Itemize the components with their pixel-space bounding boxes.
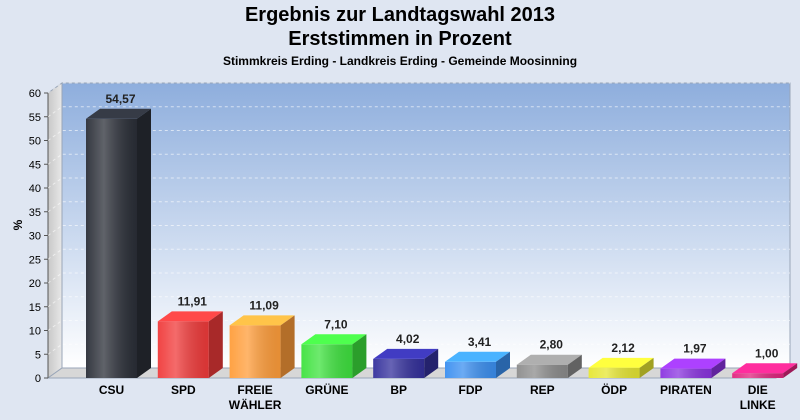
y-tick-label: 10: [29, 326, 41, 338]
chart-subtitle: Erststimmen in Prozent: [288, 28, 512, 50]
value-label: 2,80: [540, 338, 564, 352]
y-tick-label: 40: [29, 183, 41, 195]
y-axis-label: %: [11, 219, 25, 230]
bar: [86, 108, 151, 378]
bar-top: [229, 315, 295, 326]
bar-top: [445, 351, 510, 362]
category-label: PIRATEN: [660, 383, 712, 397]
bar-highlight: [445, 361, 496, 378]
bar: [373, 348, 439, 378]
value-label: 7,10: [324, 317, 348, 331]
y-tick-label: 60: [29, 88, 41, 100]
bar-top: [86, 108, 151, 119]
bar-top: [660, 358, 726, 369]
y-tick-label: 0: [35, 373, 41, 385]
bar-side: [711, 358, 726, 378]
bar-highlight: [157, 321, 209, 378]
value-label: 2,12: [611, 341, 635, 355]
category-label: FDP: [459, 383, 483, 397]
bar-highlight: [516, 364, 568, 378]
y-tick-label: 15: [29, 302, 41, 314]
bar-top: [373, 348, 439, 359]
bar-highlight: [588, 367, 640, 378]
value-label: 54,57: [105, 92, 135, 106]
bar-highlight: [301, 344, 353, 378]
bar: [516, 354, 582, 378]
bar: [445, 351, 510, 378]
value-label: 3,41: [468, 335, 492, 349]
y-tick-label: 35: [29, 207, 41, 219]
bar-side: [352, 334, 367, 378]
value-label: 11,09: [249, 298, 279, 312]
value-label: 1,00: [755, 346, 779, 360]
bar: [301, 334, 367, 378]
category-label: DIE LINKE: [740, 383, 776, 412]
bar-side: [567, 354, 582, 378]
y-tick-label: 25: [29, 254, 41, 266]
value-label: 1,97: [683, 342, 707, 356]
value-label: 4,02: [396, 332, 420, 346]
bar-top: [516, 354, 582, 365]
bar-highlight: [86, 118, 137, 378]
y-tick-label: 20: [29, 278, 41, 290]
category-label: BP: [390, 383, 407, 397]
bar-highlight: [732, 373, 784, 378]
bar-top: [588, 357, 654, 368]
category-label: FREIE WÄHLER: [229, 383, 282, 412]
y-tick-label: 30: [29, 231, 41, 243]
bar-highlight: [660, 368, 712, 378]
bar-top: [157, 311, 223, 322]
y-tick-label: 50: [29, 136, 41, 148]
bar: [157, 311, 223, 378]
chart-region-label: Stimmkreis Erding - Landkreis Erding - G…: [222, 54, 578, 68]
category-label: REP: [530, 383, 555, 397]
category-label: GRÜNE: [305, 382, 348, 397]
bar-side: [137, 108, 151, 378]
chart-title: Ergebnis zur Landtagswahl 2013: [244, 4, 556, 26]
bar: [660, 358, 726, 378]
bar: [229, 315, 295, 378]
bar-highlight: [229, 325, 281, 378]
bar-side: [280, 315, 295, 378]
y-tick-label: 5: [35, 349, 41, 361]
bar-side: [783, 363, 798, 378]
value-label: 11,91: [178, 294, 208, 308]
bar-side: [496, 351, 510, 378]
category-label: CSU: [99, 383, 124, 397]
bar: [588, 357, 654, 378]
bar-highlight: [373, 358, 425, 378]
bar-side: [208, 311, 223, 378]
bar-top: [732, 363, 798, 374]
bar-top: [301, 334, 367, 345]
bar: [732, 363, 798, 378]
category-label: SPD: [171, 383, 196, 397]
bar-side: [639, 357, 654, 378]
category-label: ÖDP: [601, 382, 627, 397]
bar-side: [424, 348, 439, 378]
y-tick-label: 55: [29, 112, 41, 124]
y-tick-label: 45: [29, 159, 41, 171]
